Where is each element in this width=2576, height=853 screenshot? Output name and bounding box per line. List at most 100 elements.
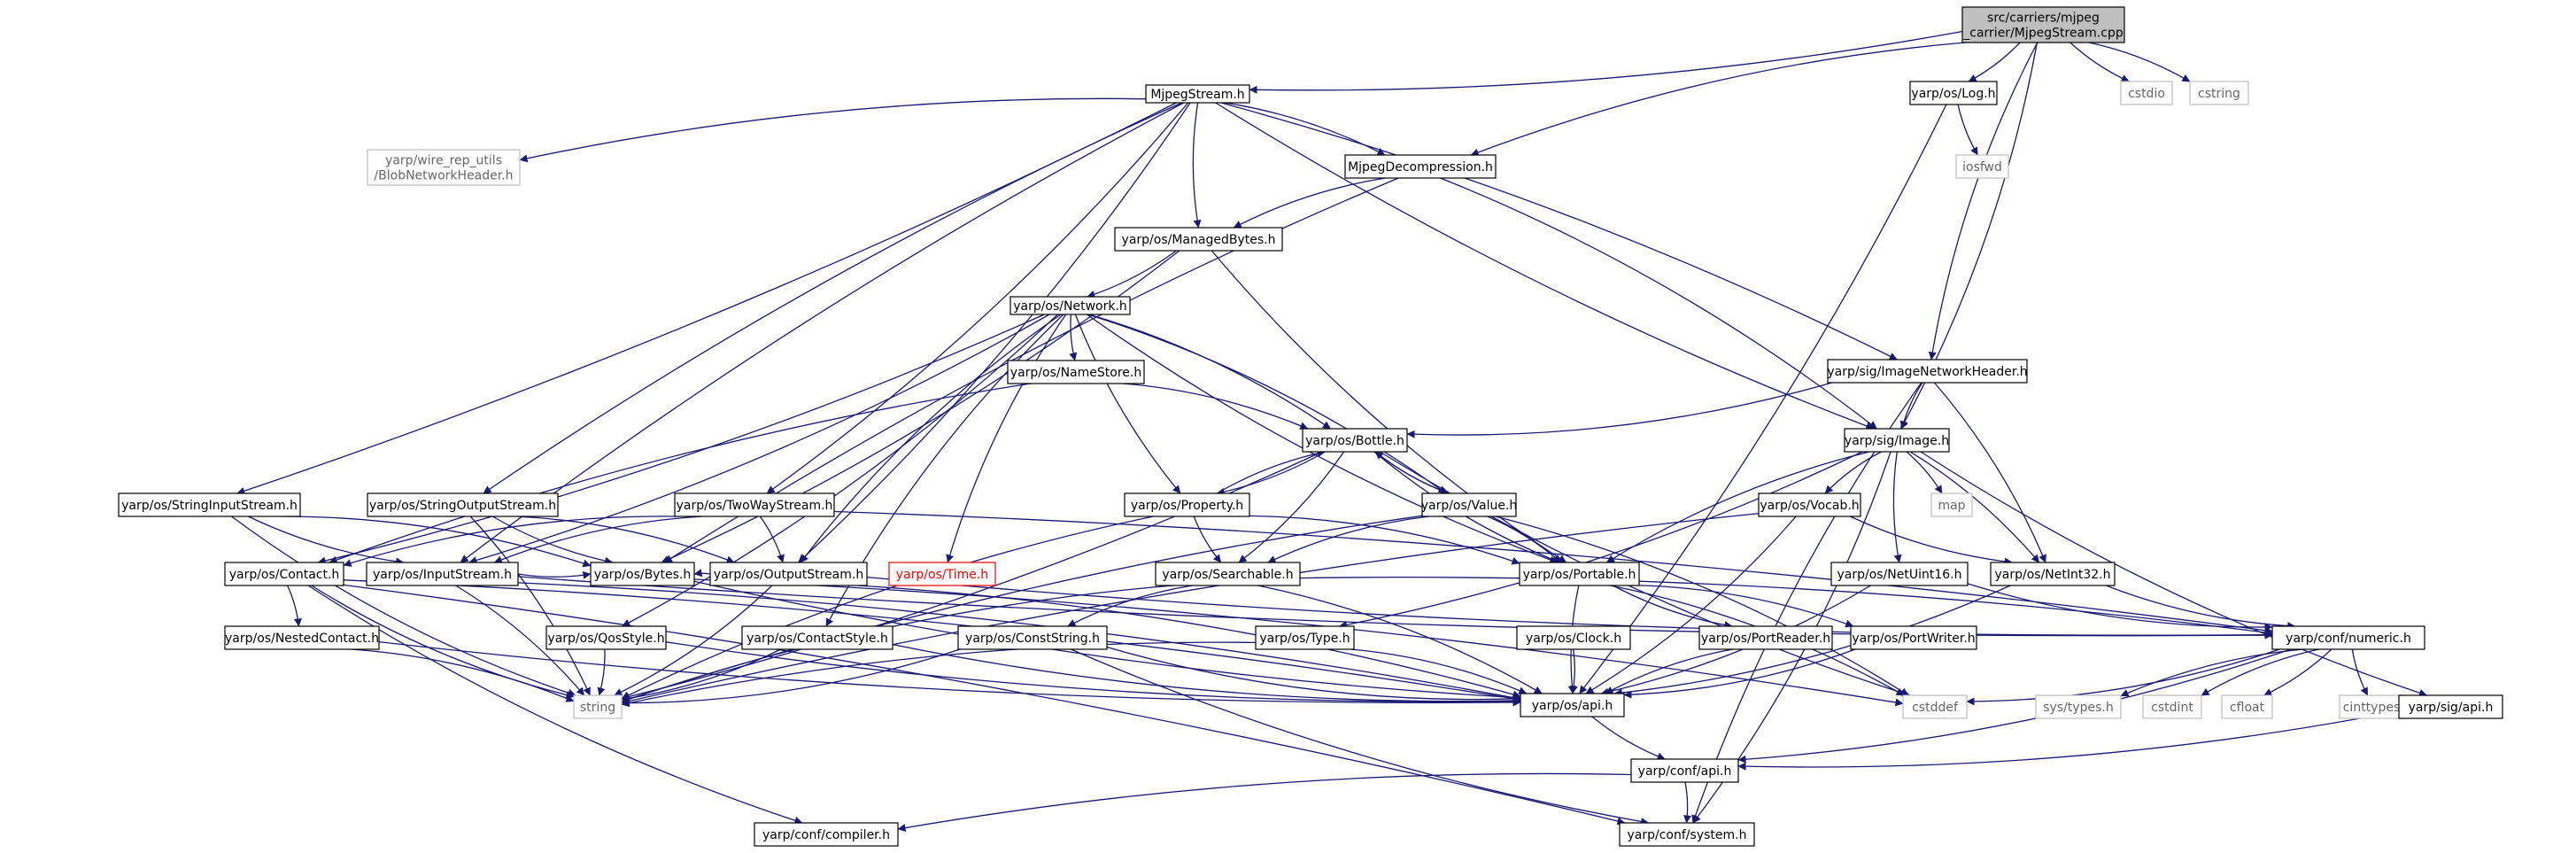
node-label: src/carriers/mjpeg [1987, 12, 2100, 26]
edge-netuint16-to-osapi [1600, 585, 1871, 696]
node-box [1844, 428, 1950, 453]
node-portable[interactable]: yarp/os/Portable.h [1519, 562, 1640, 586]
edge-numeric-to-cstdint [2201, 648, 2319, 696]
node-numeric[interactable]: yarp/conf/numeric.h [2271, 625, 2425, 650]
node-type[interactable]: yarp/os/Type.h [1255, 625, 1355, 650]
node-box [2339, 694, 2404, 719]
node-label: yarp/os/InputStream.h [373, 568, 512, 582]
node-property[interactable]: yarp/os/Property.h [1124, 492, 1250, 517]
node-netuint16[interactable]: yarp/os/NetUint16.h [1830, 562, 1969, 586]
node-label: cstdio [2128, 87, 2165, 101]
node-root[interactable]: src/carriers/mjpeg_carrier/MjpegStream.c… [1961, 6, 2125, 43]
node-box [1827, 359, 2028, 384]
node-contactstyle[interactable]: yarp/os/ContactStyle.h [741, 625, 893, 650]
edge-portreader-to-osapi [1605, 648, 1733, 694]
node-time[interactable]: yarp/os/Time.h [888, 562, 996, 586]
edge-mjpegdecomp-to-sigimage [1440, 177, 1877, 430]
node-compiler[interactable]: yarp/conf/compiler.h [754, 822, 899, 847]
node-conststring[interactable]: yarp/os/ConstString.h [957, 625, 1108, 650]
node-netint32[interactable]: yarp/os/NetInt32.h [1990, 562, 2116, 586]
node-cstdio: cstdio [2120, 81, 2173, 105]
edge-mjpegstream-to-twoway [766, 102, 1189, 494]
edges-layer [231, 30, 2427, 832]
node-imgnethdr[interactable]: yarp/sig/ImageNetworkHeader.h [1827, 359, 2028, 384]
node-contact[interactable]: yarp/os/Contact.h [224, 562, 344, 586]
node-inputstream[interactable]: yarp/os/InputStream.h [366, 562, 519, 586]
edge-searchable-to-string [621, 585, 1173, 703]
node-label: /BlobNetworkHeader.h [374, 169, 513, 183]
node-box [741, 625, 893, 650]
node-osapi[interactable]: yarp/os/api.h [1520, 693, 1625, 717]
edge-sigimage-to-netint32 [1909, 451, 2040, 563]
edge-network-to-value [1087, 314, 1447, 494]
edge-osapi-to-confapi [1591, 716, 1666, 761]
node-blobnet: yarp/wire_rep_utils/BlobNetworkHeader.h [367, 149, 521, 186]
edge-network-to-inputstream [468, 314, 1050, 564]
edge-mjpegstream-to-managedbytes [1192, 102, 1202, 229]
edge-mjpegstream-to-stroutstream [483, 102, 1182, 494]
node-mjpegdecomp[interactable]: MjpegDecompression.h [1344, 154, 1497, 179]
edge-root-to-cstring [2088, 42, 2191, 82]
edge-outputstream-to-numeric [866, 576, 2273, 640]
node-box [2189, 81, 2249, 105]
node-stroutstream[interactable]: yarp/os/StringOutputStream.h [367, 492, 559, 517]
node-nestedcontact[interactable]: yarp/os/NestedContact.h [224, 625, 380, 650]
node-box [1010, 296, 1131, 315]
node-system[interactable]: yarp/conf/system.h [1619, 822, 1755, 847]
node-sigapi[interactable]: yarp/sig/api.h [2398, 694, 2503, 719]
edge-nestedcontact-to-osapi [378, 640, 1521, 707]
node-clock[interactable]: yarp/os/Clock.h [1516, 625, 1631, 650]
edge-value-to-bottle [1374, 451, 1450, 494]
node-managedbytes[interactable]: yarp/os/ManagedBytes.h [1114, 227, 1283, 252]
node-label: yarp/os/Property.h [1131, 499, 1243, 513]
node-outputstream[interactable]: yarp/os/OutputStream.h [709, 562, 868, 586]
node-label: cfloat [2230, 701, 2265, 715]
node-label: yarp/os/NetUint16.h [1837, 568, 1961, 582]
node-searchable[interactable]: yarp/os/Searchable.h [1155, 562, 1301, 586]
edge-numeric-to-cinttypes [2351, 648, 2369, 696]
node-confapi[interactable]: yarp/conf/api.h [1630, 758, 1739, 783]
edge-type-to-osapi [1350, 648, 1528, 694]
node-portwriter[interactable]: yarp/os/PortWriter.h [1850, 625, 1977, 650]
edge-sigapi-to-confapi [1737, 710, 2400, 771]
node-bottle[interactable]: yarp/os/Bottle.h [1302, 428, 1408, 453]
edge-log-to-iosfwd [1957, 104, 1978, 156]
node-portreader[interactable]: yarp/os/PortReader.h [1698, 625, 1833, 650]
edge-confapi-to-compiler [897, 772, 1632, 832]
edge-stroutstream-to-bytes [491, 516, 614, 565]
edge-sigimage-to-type [1339, 451, 1863, 629]
node-sigimage[interactable]: yarp/sig/Image.h [1844, 428, 1950, 453]
node-value[interactable]: yarp/os/Value.h [1421, 492, 1518, 517]
node-network[interactable]: yarp/os/Network.h [1010, 296, 1131, 315]
edge-conststring-to-string [621, 648, 961, 708]
node-bytes[interactable]: yarp/os/Bytes.h [590, 562, 695, 586]
node-mjpegstream[interactable]: MjpegStream.h [1145, 84, 1250, 104]
node-vocab[interactable]: yarp/os/Vocab.h [1758, 492, 1861, 517]
edge-vocab-to-netint32 [1850, 516, 2013, 566]
edge-network-to-contact [317, 314, 1045, 565]
node-box [1124, 492, 1250, 517]
node-strinstream[interactable]: yarp/os/StringInputStream.h [118, 492, 301, 517]
edge-twoway-to-inputstream [493, 516, 703, 564]
node-label: yarp/os/api.h [1532, 699, 1613, 713]
edge-value-to-string [621, 515, 1423, 703]
node-cstddef: cstddef [1902, 694, 1968, 719]
edge-contactstyle-to-osapi [892, 643, 1521, 705]
node-box [1007, 360, 1145, 384]
edge-mjpegstream-to-outputstream [798, 102, 1191, 563]
node-box [674, 492, 835, 517]
node-twoway[interactable]: yarp/os/TwoWayStream.h [674, 492, 835, 517]
node-label: yarp/conf/api.h [1638, 764, 1732, 779]
edge-network-to-qosstyle [622, 314, 1058, 627]
node-box [224, 625, 380, 650]
node-label: MjpegStream.h [1150, 88, 1244, 102]
node-label: sys/types.h [2043, 701, 2113, 715]
node-label: yarp/os/Portable.h [1523, 568, 1636, 582]
node-namestore[interactable]: yarp/os/NameStore.h [1007, 360, 1145, 384]
node-log[interactable]: yarp/os/Log.h [1909, 81, 1998, 105]
edge-sigimage-to-portable [1606, 451, 1870, 563]
node-label: iosfwd [1962, 160, 2002, 174]
node-qosstyle[interactable]: yarp/os/QosStyle.h [545, 625, 667, 650]
edge-sigimage-to-vocab [1824, 451, 1882, 494]
edge-twoway-to-numeric [833, 510, 2273, 635]
